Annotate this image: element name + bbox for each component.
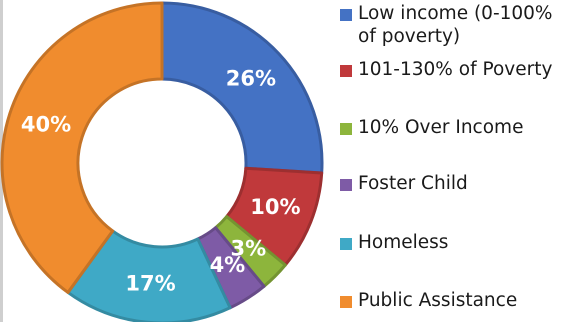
data-label-foster-child: 4% <box>210 253 246 277</box>
legend-swatch <box>340 179 352 191</box>
chart-legend: Low income (0-100% of poverty) 101-130% o… <box>340 0 574 322</box>
legend-item-homeless: Homeless <box>340 231 572 254</box>
legend-swatch <box>340 65 352 77</box>
legend-label: 10% Over Income <box>358 117 524 138</box>
legend-label: Public Assistance <box>358 290 518 311</box>
legend-label: Homeless <box>358 232 449 253</box>
legend-item-10-over-income: 10% Over Income <box>340 116 572 139</box>
legend-item-foster-child: Foster Child <box>340 172 572 195</box>
legend-label: Low income (0-100% of poverty) <box>358 3 553 47</box>
legend-swatch <box>340 296 352 308</box>
donut-data-labels: 26% 10% 3%4% 17% 40% <box>21 67 301 296</box>
data-label-homeless: 17% <box>125 272 175 296</box>
donut-chart: 26% 10% 3%4% 17% 40% <box>0 1 324 322</box>
slice-homeless <box>66 229 232 322</box>
slice-public-assistance <box>0 1 164 294</box>
legend-label: Foster Child <box>358 173 468 194</box>
data-label-10-over-income: 3% <box>230 236 266 260</box>
legend-label: 101-130% of Poverty <box>358 59 553 80</box>
data-label-101-130-of-poverty: 10% <box>250 195 300 219</box>
data-label-public-assistance: 40% <box>21 112 71 136</box>
legend-item-101-130-of-poverty: 101-130% of Poverty <box>340 58 572 81</box>
legend-item-low-income-0-100-of-poverty: Low income (0-100% of poverty) <box>340 2 572 48</box>
slice-low-income-0-100-of-poverty <box>160 1 324 175</box>
legend-item-public-assistance: Public Assistance <box>340 289 572 312</box>
donut-slices <box>0 1 324 322</box>
legend-swatch <box>340 123 352 135</box>
legend-swatch <box>340 9 352 21</box>
data-label-low-income-0-100-of-poverty: 26% <box>226 67 276 91</box>
legend-swatch <box>340 238 352 250</box>
